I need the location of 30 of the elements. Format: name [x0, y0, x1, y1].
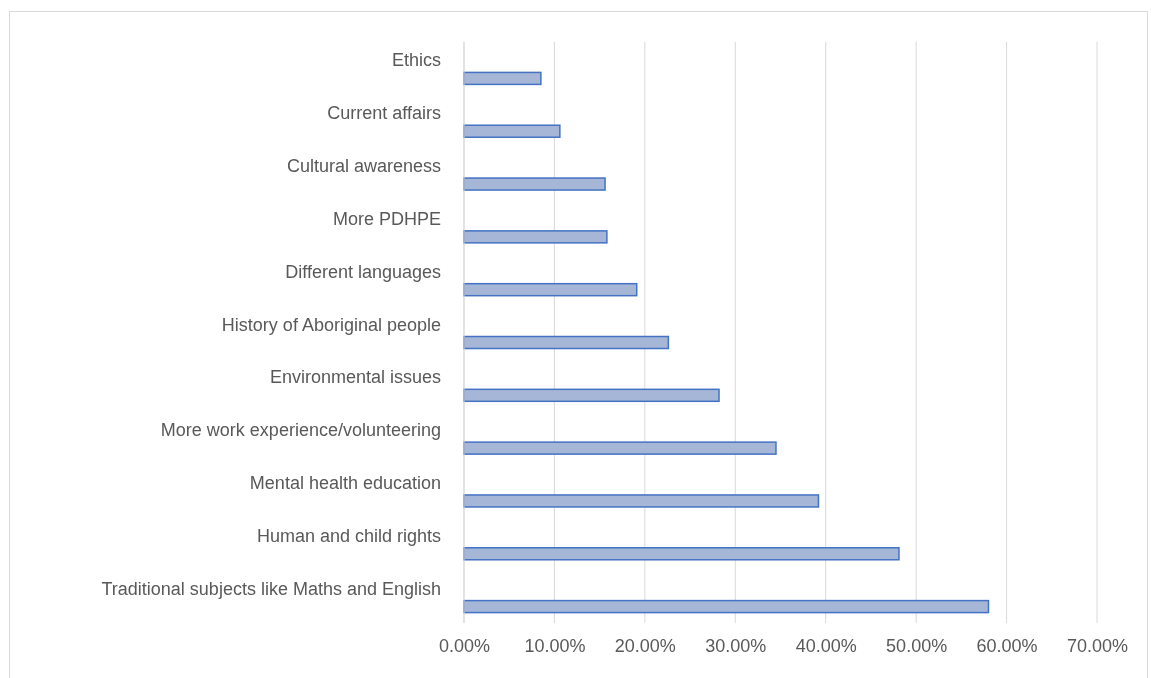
y-tick-label: History of Aboriginal people [221, 314, 441, 335]
bar [463, 547, 900, 561]
x-tick-label: 70.00% [1066, 635, 1129, 656]
x-tick-label: 10.00% [524, 635, 586, 656]
x-tick-label: 20.00% [614, 635, 676, 656]
y-tick-label: Current affairs [327, 103, 441, 124]
y-tick-label: More work experience/volunteering [160, 420, 441, 441]
bar [463, 599, 990, 614]
y-tick-label: More PDHPE [332, 208, 441, 229]
y-tick-label: Ethics [391, 50, 441, 71]
y-tick-label: Environmental issues [269, 367, 441, 388]
y-tick-label: Different languages [285, 261, 441, 282]
y-tick-label: Traditional subjects like Maths and English [101, 578, 441, 599]
bar [463, 335, 670, 350]
y-tick-label: Mental health education [249, 472, 441, 493]
bar [463, 230, 608, 244]
bar [463, 441, 777, 455]
x-tick-label: 40.00% [795, 635, 857, 656]
bar [463, 124, 561, 138]
y-tick-label: Cultural awareness [286, 156, 441, 177]
y-tick-label: Human and child rights [256, 525, 441, 546]
bar [463, 282, 638, 297]
x-tick-label: 0.00% [438, 635, 491, 656]
x-tick-label: 50.00% [886, 635, 948, 656]
bar [463, 388, 720, 403]
bar [463, 177, 606, 191]
x-tick-label: 30.00% [705, 635, 767, 656]
x-tick-label: 60.00% [976, 635, 1038, 656]
bar [463, 494, 820, 508]
bar [463, 71, 542, 86]
